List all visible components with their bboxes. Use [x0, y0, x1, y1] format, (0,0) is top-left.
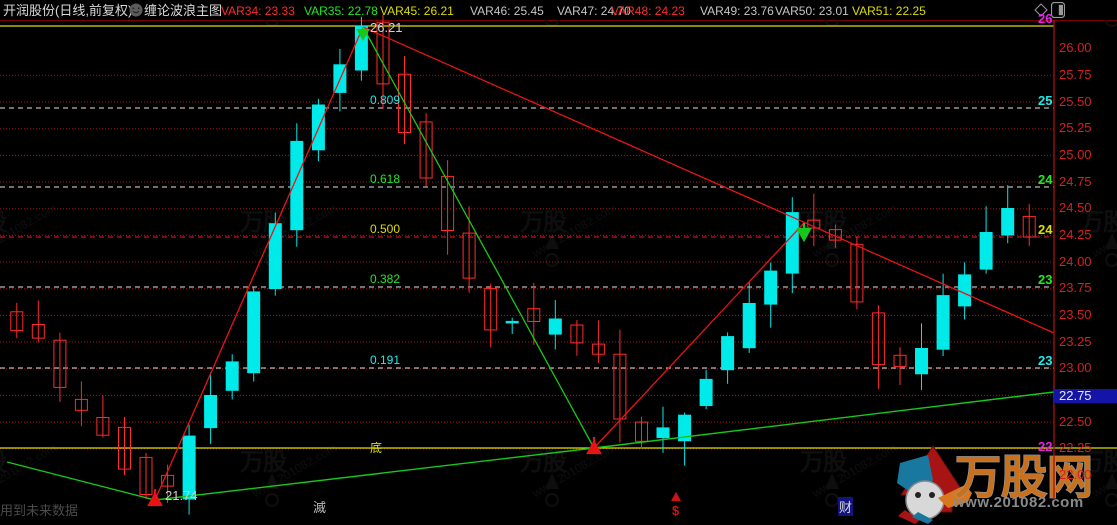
svg-text:23: 23: [1038, 353, 1052, 368]
svg-text:24: 24: [1038, 222, 1053, 237]
svg-text:25.75: 25.75: [1059, 67, 1092, 82]
svg-text:26: 26: [1038, 11, 1052, 26]
svg-text:23.00: 23.00: [1059, 360, 1092, 375]
svg-text:23.50: 23.50: [1059, 307, 1092, 322]
svg-text:22.00: 22.00: [1059, 467, 1092, 482]
svg-text:22.75: 22.75: [1059, 388, 1092, 403]
svg-text:25.25: 25.25: [1059, 120, 1092, 135]
svg-text:23: 23: [1038, 272, 1052, 287]
svg-text:25: 25: [1038, 93, 1052, 108]
svg-text:26.00: 26.00: [1059, 40, 1092, 55]
svg-text:23.25: 23.25: [1059, 334, 1092, 349]
svg-text:24.25: 24.25: [1059, 227, 1092, 242]
svg-text:22.50: 22.50: [1059, 414, 1092, 429]
svg-text:23.75: 23.75: [1059, 280, 1092, 295]
svg-text:24.50: 24.50: [1059, 200, 1092, 215]
svg-text:25.50: 25.50: [1059, 94, 1092, 109]
svg-text:22: 22: [1038, 439, 1052, 454]
svg-text:24: 24: [1038, 172, 1053, 187]
svg-text:24.00: 24.00: [1059, 254, 1092, 269]
svg-text:22.25: 22.25: [1059, 440, 1092, 455]
svg-text:25.00: 25.00: [1059, 147, 1092, 162]
svg-text:24.75: 24.75: [1059, 174, 1092, 189]
